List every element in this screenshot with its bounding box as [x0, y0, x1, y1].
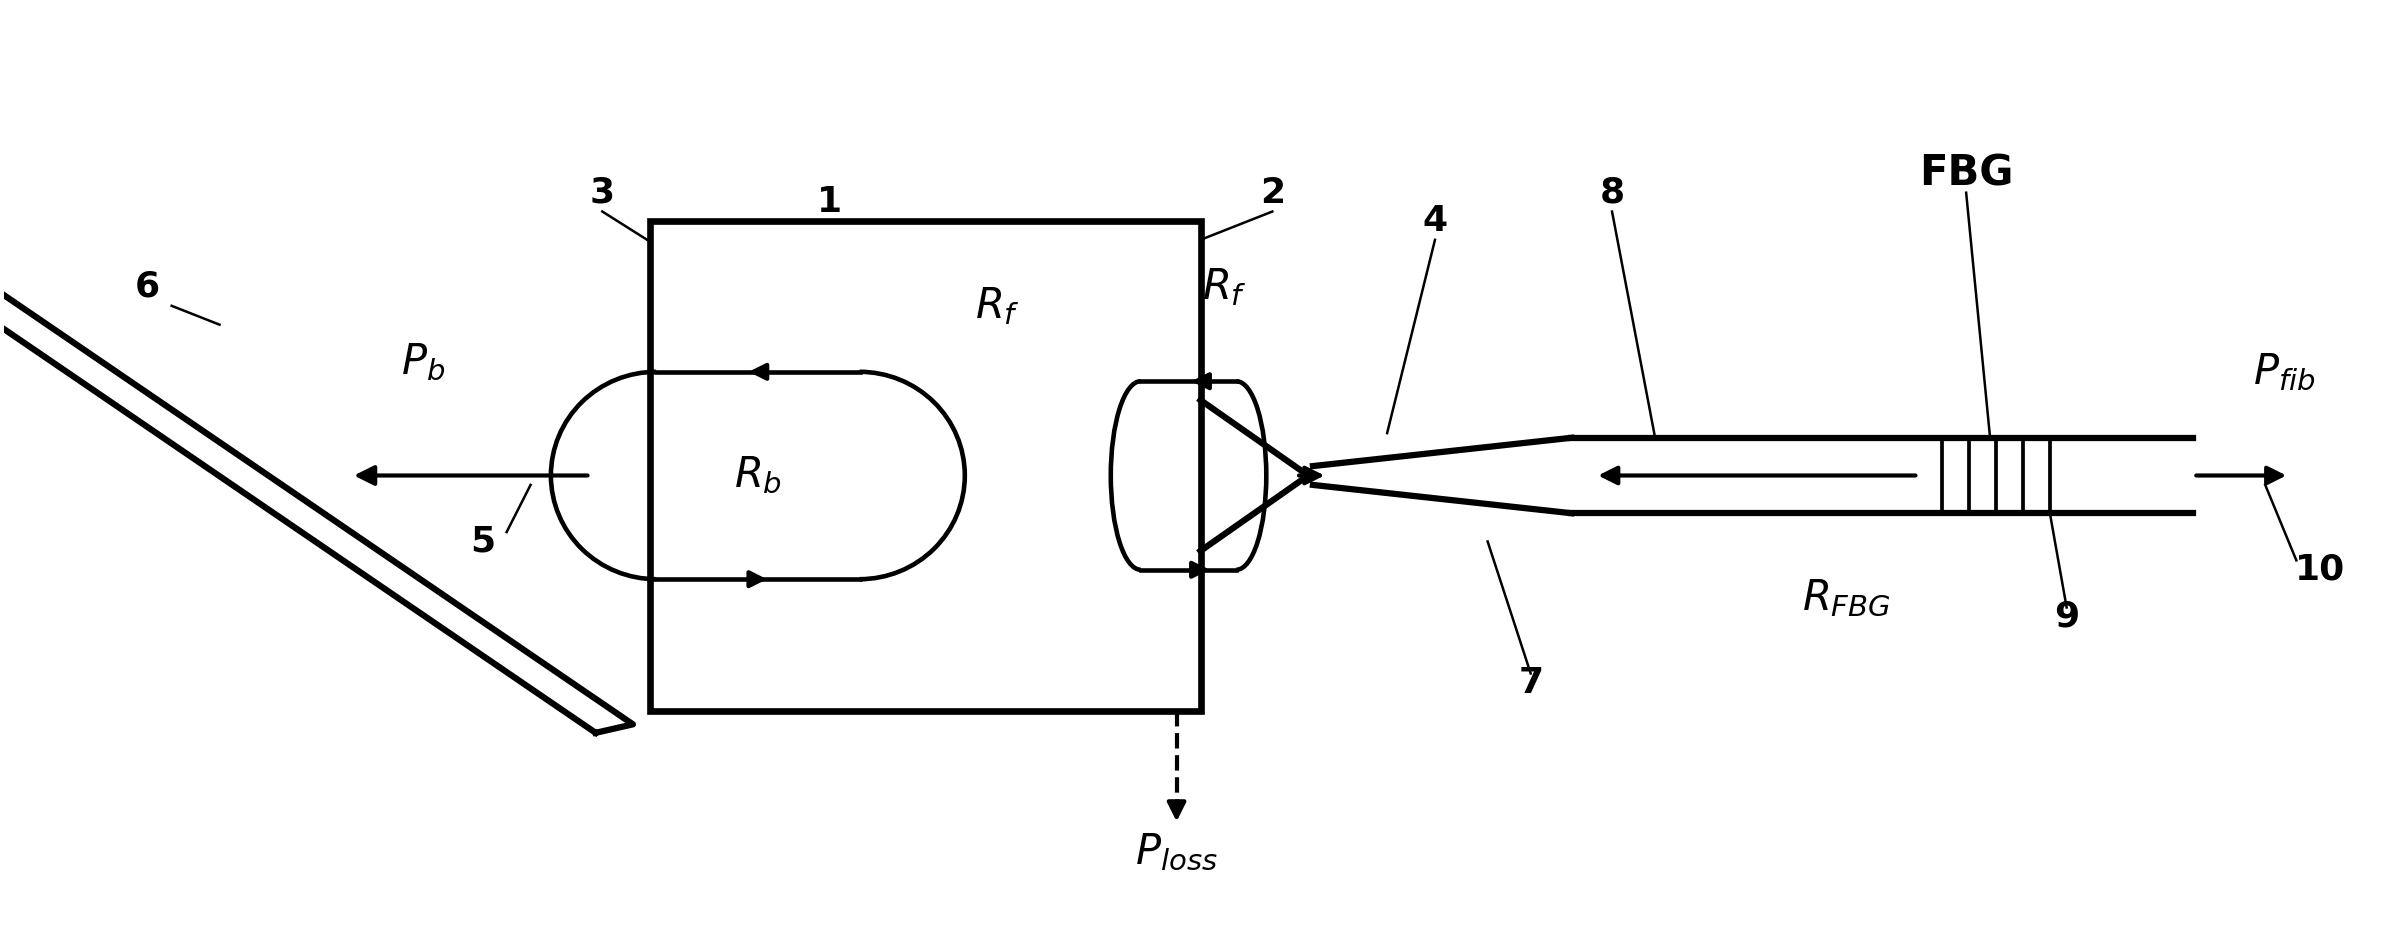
Text: $R_{FBG}$: $R_{FBG}$ — [1803, 577, 1892, 619]
Text: $R_f$: $R_f$ — [1203, 266, 1246, 308]
Text: 1: 1 — [816, 185, 843, 219]
Text: $P_{fib}$: $P_{fib}$ — [2252, 351, 2315, 393]
Bar — [651, 221, 1200, 711]
Text: $R_f$: $R_f$ — [975, 284, 1020, 327]
Text: 2: 2 — [1261, 176, 1285, 210]
Text: $P_{loss}$: $P_{loss}$ — [1136, 831, 1217, 874]
Text: 4: 4 — [1421, 204, 1448, 238]
Text: 7: 7 — [1517, 666, 1544, 700]
Polygon shape — [0, 218, 634, 733]
Text: 6: 6 — [134, 270, 161, 304]
Text: 5: 5 — [471, 525, 495, 558]
Text: $R_b$: $R_b$ — [735, 455, 783, 496]
Text: $P_b$: $P_b$ — [401, 341, 444, 383]
Text: 10: 10 — [2295, 553, 2346, 587]
Text: 9: 9 — [2053, 600, 2079, 634]
Text: 3: 3 — [591, 176, 615, 210]
Text: 8: 8 — [1599, 176, 1625, 210]
Text: FBG: FBG — [1918, 153, 2014, 195]
